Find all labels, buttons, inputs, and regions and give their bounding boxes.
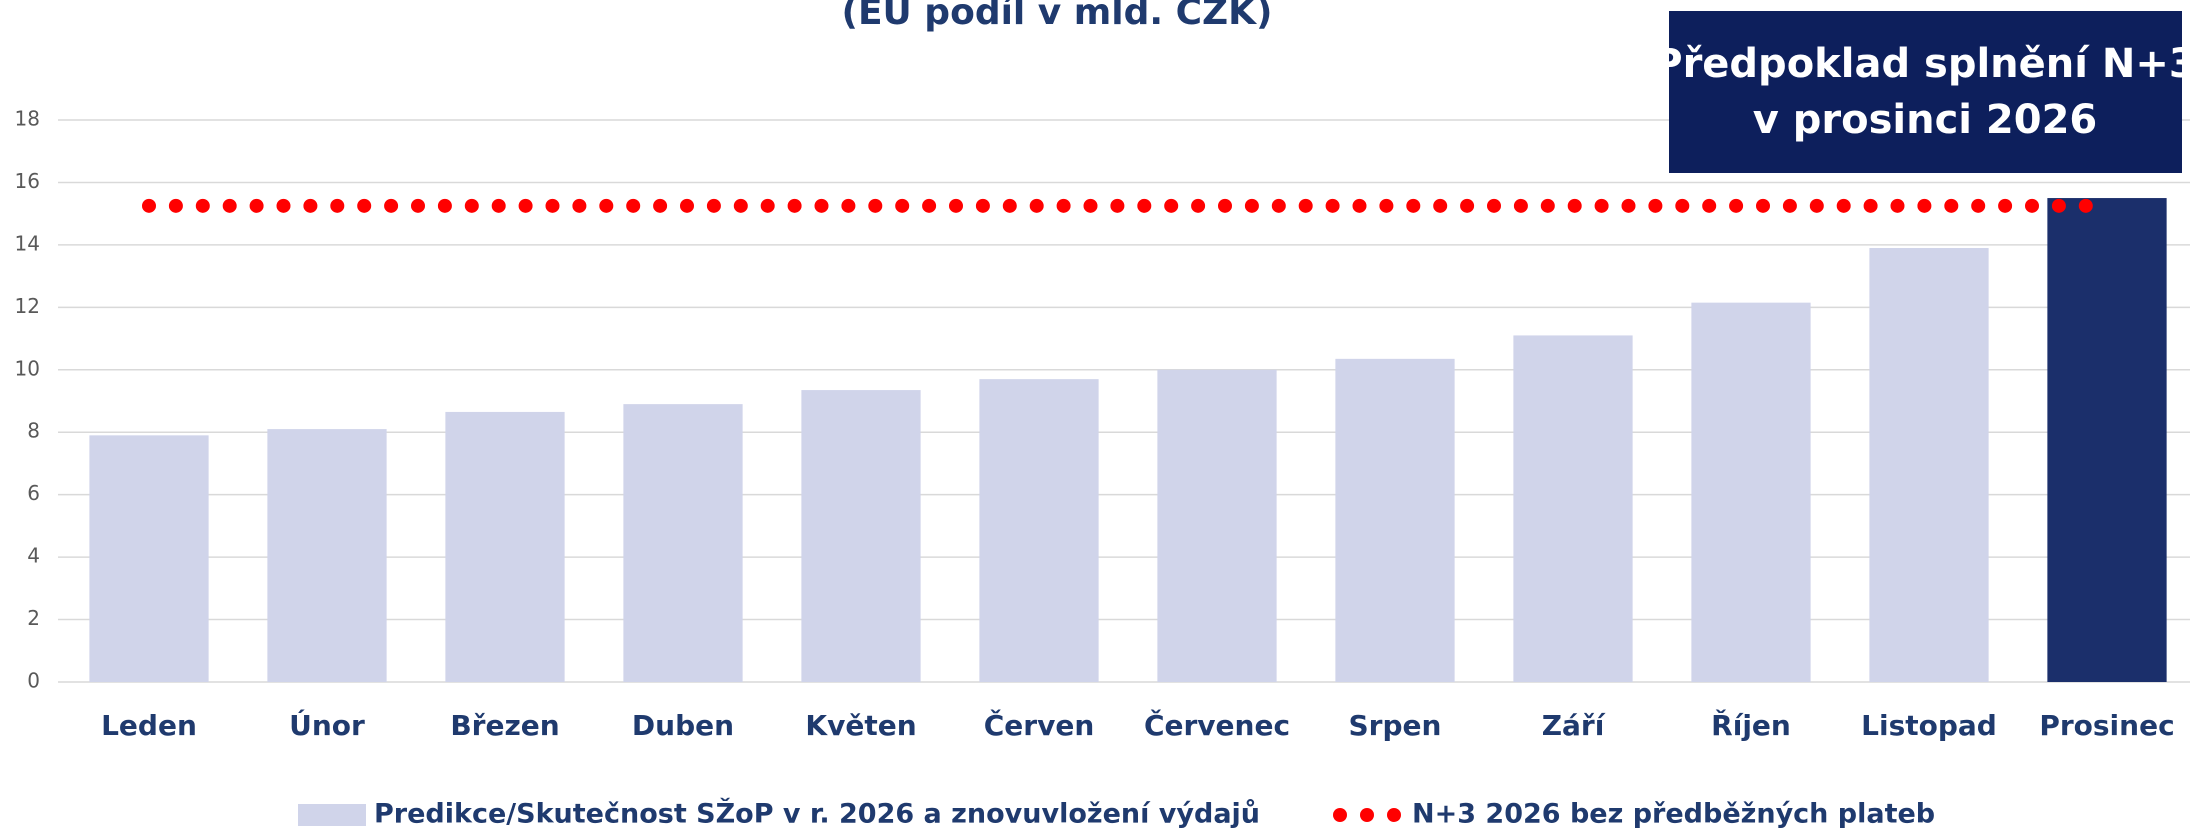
x-tick-label: Únor: [289, 708, 365, 742]
y-tick-label: 0: [27, 669, 40, 693]
bar: [1691, 302, 1811, 682]
y-tick-label: 2: [27, 606, 40, 630]
x-tick-label: Červen: [984, 708, 1095, 742]
bar: [445, 411, 565, 682]
x-tick-label: Leden: [101, 709, 197, 742]
y-tick-label: 4: [27, 544, 40, 568]
legend-swatch: [1333, 808, 1347, 822]
y-tick-label: 18: [15, 107, 40, 131]
y-tick-label: 12: [15, 294, 40, 318]
bar: [801, 390, 921, 682]
legend-swatch: [298, 804, 366, 826]
bar: [267, 429, 387, 682]
legend-label: Predikce/Skutečnost SŽoP v r. 2026 a zno…: [374, 798, 1260, 830]
bar: [1869, 248, 1989, 682]
x-tick-label: Červenec: [1144, 708, 1290, 742]
bar: [1513, 335, 1633, 682]
x-tick-label: Listopad: [1861, 709, 1997, 742]
annotation-text: v prosinci 2026: [1753, 97, 2098, 143]
y-tick-label: 6: [27, 481, 40, 505]
y-tick-label: 10: [15, 356, 40, 380]
y-tick-label: 8: [27, 419, 40, 443]
x-tick-label: Květen: [805, 709, 916, 742]
x-tick-label: Prosinec: [2039, 709, 2174, 742]
bar: [2047, 198, 2167, 683]
chart-title: (EU podíl v mld. CZK): [842, 0, 1273, 33]
bar: [979, 379, 1099, 682]
x-tick-label: Září: [1542, 709, 1606, 742]
x-tick-label: Duben: [632, 709, 734, 742]
annotation-box: [1669, 11, 2182, 173]
bar: [1157, 369, 1277, 682]
legend-label: N+3 2026 bez předběžných plateb: [1412, 799, 1935, 830]
y-tick-label: 16: [15, 169, 40, 193]
x-tick-label: Srpen: [1349, 709, 1442, 742]
bar: [1335, 358, 1455, 682]
bar: [623, 404, 743, 682]
x-tick-label: Říjen: [1711, 708, 1791, 742]
bar: [89, 435, 209, 682]
legend-swatch: [1387, 808, 1401, 822]
y-tick-label: 14: [15, 231, 40, 255]
x-tick-label: Březen: [450, 709, 559, 742]
legend-swatch: [1360, 808, 1374, 822]
annotation-text: Předpoklad splnění N+3: [1653, 41, 2190, 87]
